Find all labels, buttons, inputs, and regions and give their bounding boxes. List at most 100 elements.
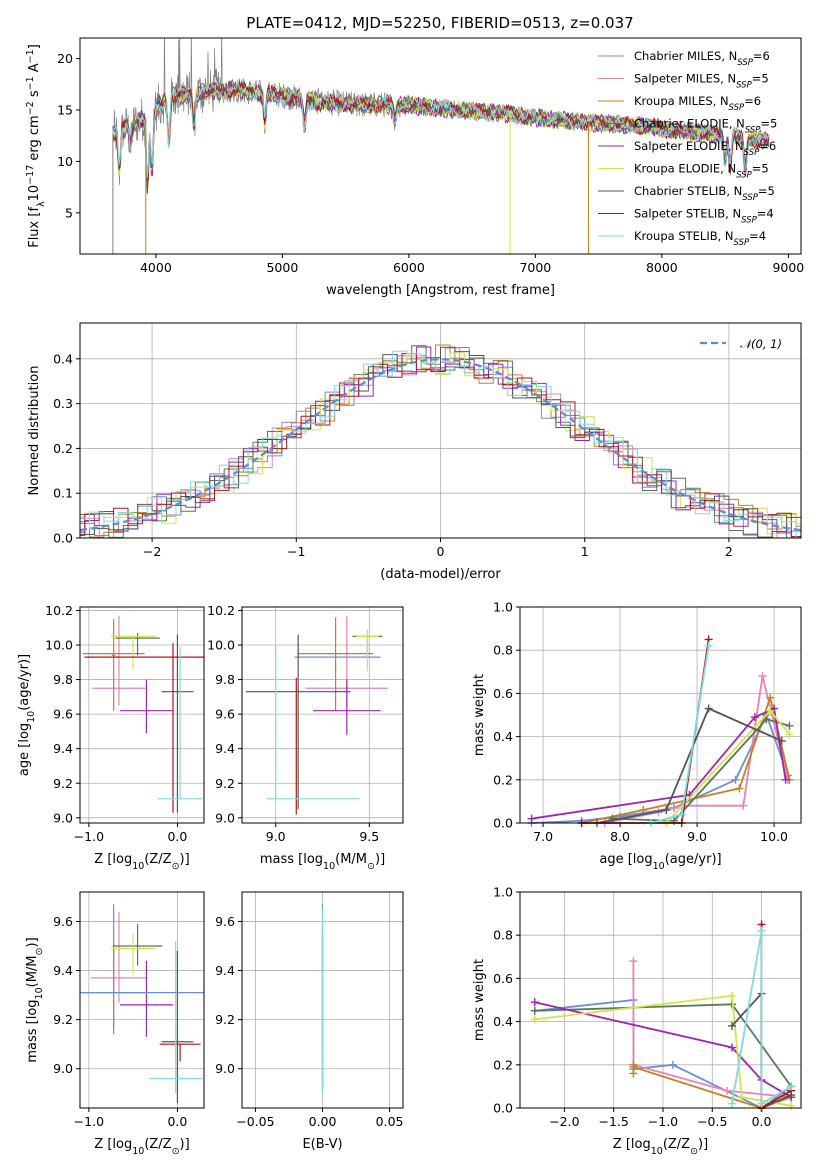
axis-label: E(B-V) xyxy=(302,1137,342,1152)
x-tick-label: −2.0 xyxy=(549,1114,579,1129)
x-tick-label: 8000 xyxy=(646,260,678,275)
y-tick-label: 10.0 xyxy=(45,638,73,653)
legend-entry: Kroupa MILES, NSSP=6 xyxy=(634,94,761,113)
weight-marker xyxy=(639,806,648,815)
x-tick-label: 9.0 xyxy=(266,829,286,844)
y-tick-label: 9.8 xyxy=(215,672,235,687)
residual-histogram xyxy=(80,353,801,538)
weight-marker xyxy=(629,1062,638,1071)
residual-histogram xyxy=(80,344,801,538)
figure-title: PLATE=0412, MJD=52250, FIBERID=0513, z=0… xyxy=(246,14,633,32)
residual-frame xyxy=(79,322,802,539)
y-tick-label: 0.2 xyxy=(493,772,513,787)
residual-histogram xyxy=(80,347,801,538)
y-tick-label: 0.6 xyxy=(493,686,513,701)
axis-label: age [log10(age/yr)] xyxy=(17,654,37,776)
weight-marker xyxy=(727,991,736,1000)
age_weight-axes: 7.0 8.0 9.0 10.0 0.0 0.2 0.4 0.6 0.8 1.0 xyxy=(493,600,801,844)
legend-entry: Chabrier ELODIE, NSSP=5 xyxy=(634,117,777,136)
x-tick-label: 0.0 xyxy=(167,1114,187,1129)
y-tick-label: 0.3 xyxy=(53,396,73,411)
weight-marker xyxy=(608,814,617,823)
y-tick-label: 9.0 xyxy=(53,810,73,825)
y-tick-label: 10 xyxy=(57,154,73,169)
weight-marker xyxy=(787,1101,796,1110)
z_weight-frame xyxy=(519,891,802,1109)
legend-entry: Chabrier STELIB, NSSP=5 xyxy=(634,184,775,203)
x-tick-label: −1.0 xyxy=(648,1114,678,1129)
y-axis-label: mass weight xyxy=(472,674,487,756)
y-tick-label: 0.0 xyxy=(53,531,73,546)
weight-marker xyxy=(785,730,794,739)
weight-marker xyxy=(704,641,713,650)
x-axis-label: (data-model)/error xyxy=(380,567,501,582)
y-tick-label: 5 xyxy=(65,205,73,220)
x-tick-label: −0.5 xyxy=(697,1114,727,1129)
mass_age-frame xyxy=(241,606,404,824)
weight-marker xyxy=(530,1015,539,1024)
y-tick-label: 0.8 xyxy=(493,643,513,658)
model-spectrum xyxy=(112,81,770,182)
y-tick-label: 0.8 xyxy=(493,928,513,943)
y-tick-label: 10.2 xyxy=(45,603,73,618)
legend-entry: Salpeter MILES, NSSP=5 xyxy=(634,72,769,91)
residual-histogram xyxy=(80,350,801,538)
x-tick-label: 9000 xyxy=(772,260,804,275)
weight-marker xyxy=(762,715,771,724)
weight-marker xyxy=(704,704,713,713)
x-tick-label: 7000 xyxy=(519,260,551,275)
x-tick-label: 10.0 xyxy=(760,829,788,844)
x-tick-label: 9.0 xyxy=(687,829,707,844)
x-tick-label: 1 xyxy=(581,544,589,559)
weight-marker xyxy=(757,926,766,935)
residual-histogram xyxy=(80,352,801,535)
weight-marker xyxy=(727,1043,736,1052)
y-tick-label: 9.6 xyxy=(53,707,73,722)
legend-entry: Salpeter ELODIE, NSSP=6 xyxy=(634,139,776,158)
axis-label: Z [log10(Z/Z⊙)] xyxy=(94,852,189,872)
x-tick-label: 2 xyxy=(725,544,733,559)
y-tick-label: 0.0 xyxy=(493,816,513,831)
y-tick-label: 0.2 xyxy=(493,1057,513,1072)
y-tick-label: 9.4 xyxy=(53,963,73,978)
weight-marker xyxy=(727,1021,736,1030)
y-axis-label: Normed distribution xyxy=(27,366,42,496)
y-tick-label: 0.4 xyxy=(53,351,73,366)
x-tick-label: 0.0 xyxy=(752,1114,772,1129)
axis-label: Z [log10(Z/Z⊙)] xyxy=(613,1137,708,1157)
y-tick-label: 1.0 xyxy=(493,885,513,900)
axis-label: mass [log10(M/M⊙)] xyxy=(260,852,385,872)
axis-label: age [log10(age/yr)] xyxy=(599,852,721,872)
y-tick-label: 20 xyxy=(57,51,73,66)
weight-line xyxy=(604,675,789,824)
x-axis-label: wavelength [Angstrom, rest frame] xyxy=(326,283,555,298)
weight-line xyxy=(731,930,792,1106)
weight-marker xyxy=(739,801,748,810)
weight-marker xyxy=(758,672,767,681)
axis-label: mass [log10(M/M⊙)] xyxy=(25,937,45,1062)
weight-marker xyxy=(723,1086,732,1095)
spectrum-lines xyxy=(112,38,770,254)
y-tick-label: 9.2 xyxy=(53,1012,73,1027)
x-tick-label: −1.0 xyxy=(74,829,104,844)
weight-line xyxy=(596,707,783,824)
weight-marker xyxy=(629,957,638,966)
weight-line xyxy=(632,961,792,1099)
y-tick-label: 9.4 xyxy=(215,963,235,978)
z_weight-series xyxy=(530,920,796,1112)
weight-marker xyxy=(735,784,744,793)
mass_age-points xyxy=(245,615,389,815)
legend-entry: Salpeter STELIB, NSSP=4 xyxy=(634,207,774,226)
z_mass-points xyxy=(80,904,204,1104)
y-tick-label: 0.4 xyxy=(493,729,513,744)
weight-marker xyxy=(731,775,740,784)
x-tick-label: 5000 xyxy=(266,260,298,275)
residual-histogram xyxy=(80,346,801,537)
y-tick-label: 9.6 xyxy=(215,707,235,722)
legend-entry: Chabrier MILES, NSSP=6 xyxy=(634,49,770,68)
weight-marker xyxy=(757,1099,766,1108)
ebv_mass-axes: −0.05 0.00 0.05 9.0 9.2 9.4 9.6 xyxy=(215,892,404,1129)
weight-marker xyxy=(737,1093,746,1102)
